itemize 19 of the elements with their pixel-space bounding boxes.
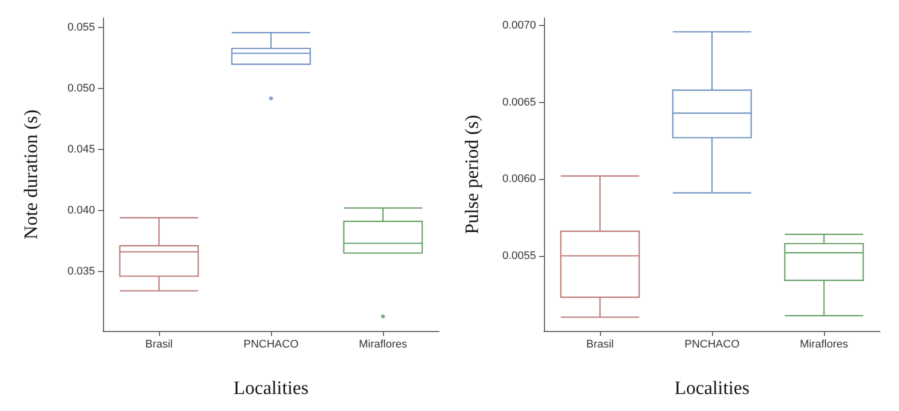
y-tick-label: 0.0070: [502, 20, 536, 32]
y-tick-label: 0.045: [67, 144, 95, 156]
x-axis-title: Localities: [674, 378, 750, 399]
x-tick-label: PNCHACO: [684, 338, 740, 350]
y-tick-label: 0.040: [67, 204, 95, 216]
y-tick-label: 0.050: [67, 82, 95, 95]
y-axis-title: Pulse period (s): [462, 114, 483, 234]
y-tick-label: 0.0065: [502, 96, 536, 108]
x-axis-title: Localities: [234, 378, 308, 399]
x-tick-label: Miraflores: [800, 338, 849, 350]
y-tick-label: 0.0060: [502, 173, 536, 186]
x-tick-label: PNCHACO: [243, 338, 299, 350]
y-tick-label: 0.035: [67, 265, 95, 278]
x-tick-label: Brasil: [586, 338, 614, 350]
y-tick-label: 0.0055: [502, 250, 536, 262]
y-axis-title: Note duration (s): [21, 110, 42, 240]
y-tick-label: 0.055: [67, 22, 95, 34]
x-tick-label: Brasil: [145, 338, 173, 350]
x-tick-label: Miraflores: [358, 338, 408, 350]
